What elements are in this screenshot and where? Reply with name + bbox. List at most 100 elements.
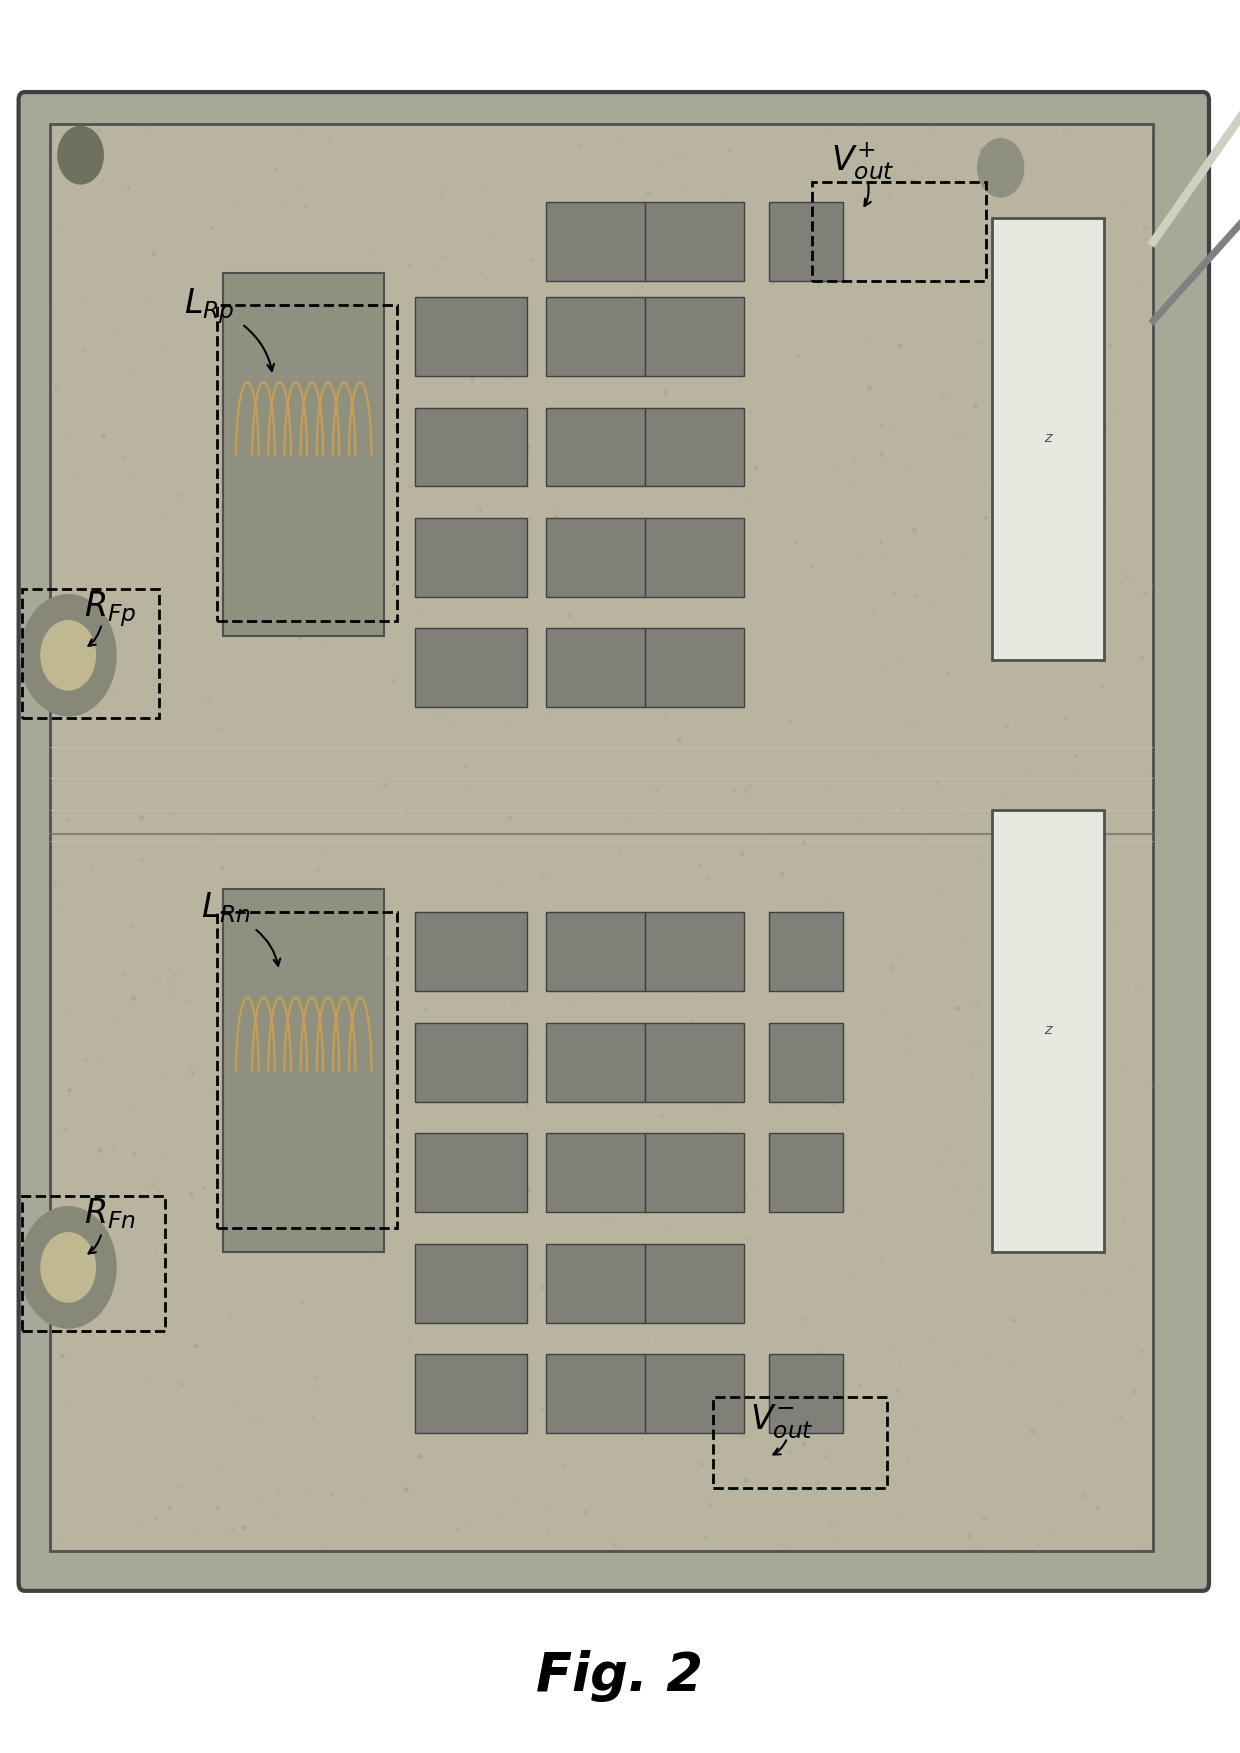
Point bbox=[1141, 571, 1161, 600]
Point bbox=[842, 1103, 862, 1131]
Point bbox=[980, 1085, 999, 1113]
Point bbox=[1135, 578, 1154, 607]
Bar bbox=[546, 298, 645, 377]
Point bbox=[807, 1467, 827, 1495]
Point bbox=[1114, 1057, 1133, 1085]
Point bbox=[289, 533, 309, 561]
Point bbox=[616, 1110, 636, 1138]
Point bbox=[1126, 584, 1146, 612]
Point bbox=[371, 1073, 391, 1101]
Point bbox=[498, 803, 518, 831]
Point bbox=[450, 1062, 470, 1090]
Point bbox=[1092, 671, 1112, 699]
Point bbox=[609, 144, 629, 172]
Bar bbox=[713, 1397, 887, 1488]
Point bbox=[738, 713, 758, 742]
Point bbox=[823, 1089, 843, 1117]
Point bbox=[713, 347, 733, 375]
Point bbox=[470, 496, 490, 524]
Point bbox=[861, 664, 880, 692]
Point bbox=[286, 365, 306, 393]
Point bbox=[1013, 165, 1033, 193]
Point bbox=[254, 1011, 274, 1040]
Point bbox=[996, 1473, 1016, 1501]
Point bbox=[548, 303, 568, 331]
Point bbox=[429, 705, 449, 733]
Point bbox=[794, 827, 813, 855]
Point bbox=[609, 691, 629, 719]
Point bbox=[1115, 1204, 1135, 1232]
Point bbox=[997, 712, 1017, 740]
Point bbox=[703, 247, 723, 275]
Point bbox=[500, 708, 520, 736]
Point bbox=[501, 1411, 521, 1439]
Point bbox=[53, 684, 73, 712]
Bar bbox=[992, 810, 1104, 1252]
Point bbox=[208, 715, 228, 743]
Bar bbox=[415, 1245, 527, 1324]
Point bbox=[866, 1322, 885, 1350]
Point bbox=[118, 174, 138, 202]
Point bbox=[410, 468, 430, 496]
Point bbox=[978, 1045, 998, 1073]
Point bbox=[311, 1308, 331, 1336]
Point bbox=[123, 983, 143, 1011]
Point bbox=[114, 959, 134, 987]
Point bbox=[892, 645, 911, 673]
Point bbox=[1016, 906, 1035, 934]
Point bbox=[399, 338, 419, 366]
Point bbox=[812, 1388, 832, 1416]
Point bbox=[432, 575, 451, 603]
Point bbox=[1018, 657, 1038, 685]
Point bbox=[911, 1103, 931, 1131]
Point bbox=[46, 373, 66, 401]
Point bbox=[208, 1157, 228, 1185]
Point bbox=[630, 1331, 650, 1359]
Point bbox=[651, 621, 671, 649]
Point bbox=[327, 1439, 347, 1467]
Point bbox=[520, 1175, 539, 1203]
Point bbox=[866, 377, 885, 405]
Point bbox=[88, 117, 108, 145]
Point bbox=[46, 642, 66, 670]
Point bbox=[673, 943, 693, 971]
Point bbox=[53, 1525, 73, 1553]
Point bbox=[532, 503, 552, 531]
Point bbox=[374, 771, 394, 799]
Point bbox=[822, 1525, 842, 1553]
Point bbox=[520, 433, 539, 461]
Bar bbox=[22, 1197, 165, 1331]
Point bbox=[466, 808, 486, 836]
Point bbox=[1066, 358, 1086, 386]
Point bbox=[696, 657, 715, 685]
Bar bbox=[769, 913, 843, 992]
Point bbox=[928, 1471, 947, 1499]
Point bbox=[412, 601, 432, 629]
Point bbox=[51, 629, 71, 657]
Point bbox=[1078, 969, 1097, 997]
Point bbox=[619, 524, 639, 552]
Point bbox=[894, 1020, 914, 1048]
Point bbox=[46, 873, 66, 901]
Point bbox=[382, 1124, 402, 1152]
Point bbox=[879, 181, 899, 209]
Point bbox=[394, 1224, 414, 1252]
Point bbox=[942, 1176, 962, 1204]
Point bbox=[1022, 1416, 1042, 1444]
Point bbox=[804, 1346, 823, 1374]
Point bbox=[584, 983, 604, 1011]
Point bbox=[898, 451, 918, 479]
Point bbox=[187, 1518, 207, 1546]
Point bbox=[520, 1038, 539, 1066]
Point bbox=[629, 1334, 649, 1362]
Point bbox=[655, 699, 675, 727]
Point bbox=[274, 186, 294, 214]
Bar bbox=[546, 203, 645, 282]
Point bbox=[931, 449, 951, 477]
Point bbox=[43, 869, 63, 898]
Point bbox=[828, 691, 848, 719]
Point bbox=[211, 189, 231, 217]
Point bbox=[1012, 277, 1032, 305]
Point bbox=[193, 1175, 213, 1203]
Point bbox=[606, 124, 626, 153]
